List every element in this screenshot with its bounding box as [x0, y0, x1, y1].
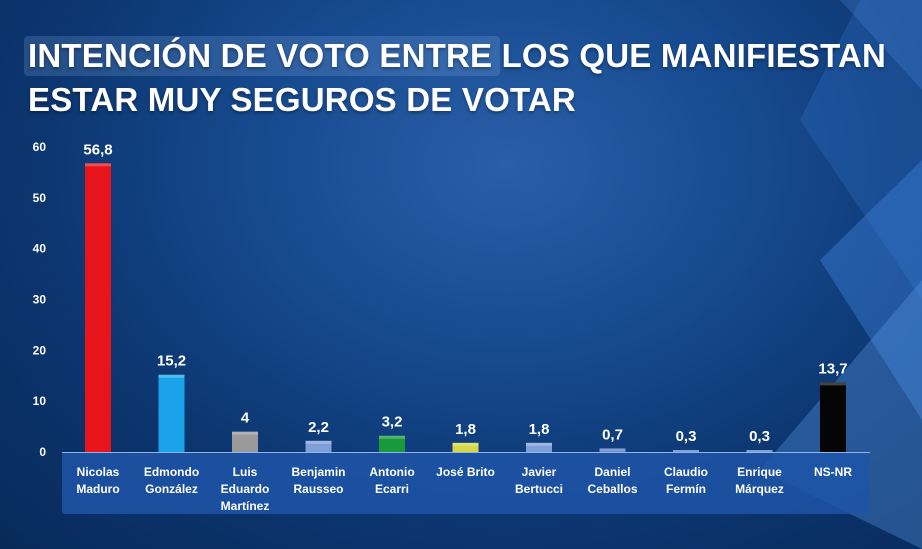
- category-label: Javier Bertucci: [515, 465, 563, 496]
- y-tick-label: 10: [33, 394, 47, 408]
- data-label: 15,2: [157, 353, 186, 370]
- category-label: Benjamin Rausseo: [291, 465, 345, 496]
- category-band-background: [62, 452, 870, 514]
- bar: [452, 442, 479, 452]
- y-tick-label: 50: [33, 191, 47, 205]
- data-label: 0,7: [602, 426, 623, 443]
- category-label: Claudio Fermín: [664, 465, 708, 496]
- chart-title: INTENCIÓN DE VOTO ENTRE LOS QUE MANIFIES…: [24, 34, 908, 122]
- y-tick-label: 0: [39, 445, 46, 459]
- data-label: 1,8: [529, 421, 550, 438]
- category-label: José Brito: [436, 465, 495, 479]
- data-label: 4: [241, 410, 250, 427]
- bar-highlight: [599, 448, 626, 452]
- bar: [526, 442, 552, 452]
- bar: [305, 440, 332, 452]
- category-label: Edmondo González: [144, 465, 199, 496]
- data-label: 2,2: [308, 419, 329, 436]
- category-label: NS-NR: [814, 465, 852, 479]
- bar: [158, 374, 185, 452]
- bar-highlight: [379, 435, 405, 439]
- bar-highlight: [85, 163, 111, 167]
- bars: [85, 163, 846, 452]
- category-label: Enrique Márquez: [735, 465, 784, 496]
- bar: [746, 450, 773, 452]
- data-label: 3,2: [382, 414, 403, 431]
- bar: [85, 163, 111, 452]
- bar: [673, 450, 699, 452]
- bar-highlight: [305, 440, 332, 444]
- data-label: 56,8: [83, 141, 112, 158]
- bar: [599, 448, 626, 452]
- bar: [232, 431, 258, 452]
- bar-highlight: [526, 442, 552, 446]
- bar: [820, 382, 846, 452]
- title-line-1: INTENCIÓN DE VOTO ENTRE LOS QUE MANIFIES…: [28, 37, 887, 74]
- data-label: 13,7: [818, 360, 847, 377]
- title-highlight: [24, 36, 500, 76]
- y-tick-label: 20: [33, 343, 47, 357]
- bar-highlight: [746, 450, 773, 452]
- data-label: 0,3: [749, 428, 770, 445]
- y-axis: 0 10 20 30 40 50 60: [33, 140, 47, 459]
- bar: [379, 435, 405, 452]
- data-label: 0,3: [676, 428, 697, 445]
- data-label: 1,8: [455, 421, 476, 438]
- bar-highlight: [232, 431, 258, 435]
- title-line-2: ESTAR MUY SEGUROS DE VOTAR: [28, 81, 576, 118]
- category-label: Antonio Ecarri: [369, 465, 414, 496]
- bar-highlight: [820, 382, 846, 386]
- y-tick-label: 60: [33, 140, 47, 154]
- bar-highlight: [673, 450, 699, 452]
- bar-highlight: [158, 374, 185, 378]
- bar-highlight: [452, 442, 479, 446]
- category-label: Luis Eduardo Martínez: [221, 465, 270, 513]
- labels: 56,8 Nicolas Maduro 15,2 Edmondo González 4 Lui…: [76, 141, 852, 513]
- category-label: Daniel Ceballos: [587, 465, 637, 496]
- category-label: Nicolas Maduro: [76, 465, 119, 496]
- category-band: [62, 452, 870, 514]
- y-tick-label: 30: [33, 293, 47, 307]
- y-tick-label: 40: [33, 242, 47, 256]
